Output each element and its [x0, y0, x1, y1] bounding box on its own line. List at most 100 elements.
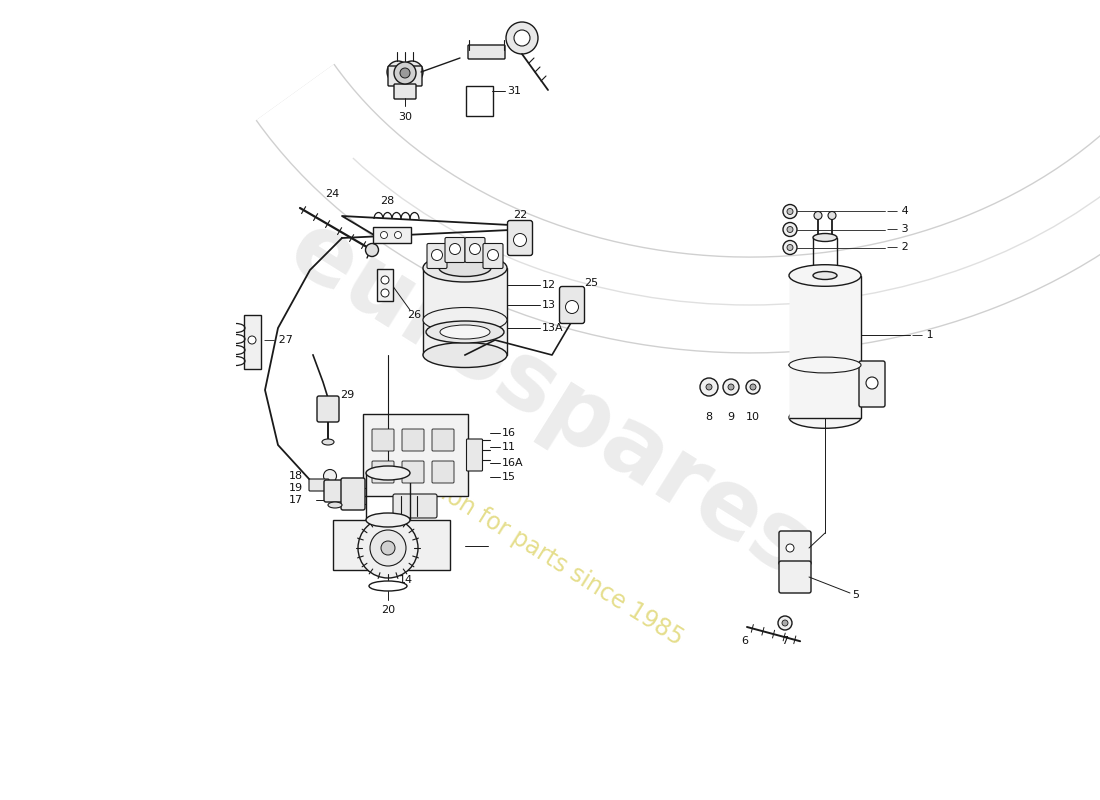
- FancyBboxPatch shape: [324, 480, 346, 502]
- Circle shape: [786, 209, 793, 214]
- Circle shape: [814, 211, 822, 219]
- FancyBboxPatch shape: [466, 439, 483, 471]
- Text: eurospares: eurospares: [273, 202, 827, 598]
- Text: 30: 30: [398, 112, 412, 122]
- Text: 6: 6: [741, 636, 748, 646]
- Circle shape: [506, 22, 538, 54]
- Circle shape: [400, 68, 410, 78]
- Text: 31: 31: [507, 86, 521, 96]
- Circle shape: [358, 518, 418, 578]
- Circle shape: [381, 289, 389, 297]
- Circle shape: [706, 384, 712, 390]
- Circle shape: [783, 241, 798, 254]
- Circle shape: [248, 336, 256, 344]
- Ellipse shape: [813, 234, 837, 242]
- Text: 15: 15: [502, 472, 516, 482]
- Circle shape: [786, 226, 793, 233]
- Text: 14: 14: [399, 575, 414, 585]
- Text: 24: 24: [324, 189, 339, 199]
- Circle shape: [700, 378, 718, 396]
- Circle shape: [370, 530, 406, 566]
- Circle shape: [487, 250, 498, 261]
- FancyBboxPatch shape: [468, 45, 505, 59]
- Circle shape: [394, 62, 416, 84]
- Text: — 27: — 27: [264, 335, 293, 345]
- Text: 13: 13: [542, 300, 556, 310]
- Circle shape: [431, 250, 442, 261]
- Text: 22: 22: [513, 210, 527, 220]
- Text: 20: 20: [381, 605, 395, 615]
- FancyBboxPatch shape: [402, 429, 424, 451]
- Ellipse shape: [424, 342, 507, 367]
- FancyBboxPatch shape: [465, 238, 485, 262]
- Text: — 4: — 4: [887, 206, 909, 217]
- Text: 18: 18: [289, 471, 302, 481]
- Text: 5: 5: [852, 590, 859, 600]
- Circle shape: [381, 541, 395, 555]
- Text: 16: 16: [502, 428, 516, 438]
- FancyBboxPatch shape: [388, 66, 422, 86]
- Text: 19: 19: [289, 483, 302, 493]
- Ellipse shape: [366, 466, 410, 480]
- Circle shape: [470, 243, 481, 254]
- FancyBboxPatch shape: [341, 478, 365, 510]
- Circle shape: [746, 380, 760, 394]
- Ellipse shape: [440, 325, 490, 339]
- Circle shape: [782, 620, 788, 626]
- Circle shape: [395, 231, 402, 238]
- Text: 12: 12: [542, 280, 557, 290]
- Circle shape: [866, 377, 878, 389]
- FancyBboxPatch shape: [402, 461, 424, 483]
- Text: 26: 26: [407, 310, 421, 320]
- Circle shape: [728, 384, 734, 390]
- FancyBboxPatch shape: [427, 243, 447, 269]
- Polygon shape: [424, 268, 507, 355]
- FancyBboxPatch shape: [309, 479, 329, 491]
- Circle shape: [514, 30, 530, 46]
- Text: — 3: — 3: [887, 225, 909, 234]
- Circle shape: [783, 222, 798, 237]
- Ellipse shape: [368, 581, 407, 591]
- FancyBboxPatch shape: [432, 461, 454, 483]
- Ellipse shape: [789, 265, 861, 286]
- FancyBboxPatch shape: [372, 429, 394, 451]
- Text: 28: 28: [379, 196, 394, 206]
- Text: — 2: — 2: [887, 242, 909, 253]
- Ellipse shape: [439, 259, 491, 277]
- Text: 29: 29: [340, 390, 354, 400]
- FancyBboxPatch shape: [244, 315, 261, 369]
- Circle shape: [750, 384, 756, 390]
- FancyBboxPatch shape: [317, 396, 339, 422]
- Circle shape: [828, 211, 836, 219]
- Circle shape: [786, 245, 793, 250]
- Text: 16A: 16A: [502, 458, 524, 468]
- Text: 8: 8: [705, 412, 713, 422]
- Circle shape: [565, 301, 579, 314]
- FancyBboxPatch shape: [507, 221, 532, 255]
- Text: 7: 7: [781, 636, 789, 646]
- Text: — 1: — 1: [912, 330, 934, 340]
- Circle shape: [381, 276, 389, 284]
- Ellipse shape: [387, 61, 409, 83]
- Text: 9: 9: [727, 412, 735, 422]
- Ellipse shape: [424, 307, 507, 333]
- Text: 10: 10: [746, 412, 760, 422]
- FancyBboxPatch shape: [483, 243, 503, 269]
- Circle shape: [381, 231, 387, 238]
- Ellipse shape: [328, 502, 342, 508]
- Circle shape: [778, 616, 792, 630]
- Ellipse shape: [322, 439, 334, 445]
- Circle shape: [365, 243, 378, 257]
- Ellipse shape: [813, 271, 837, 279]
- Polygon shape: [363, 414, 468, 496]
- Circle shape: [450, 243, 461, 254]
- FancyBboxPatch shape: [393, 494, 437, 518]
- Polygon shape: [333, 520, 450, 570]
- Polygon shape: [789, 275, 861, 418]
- FancyBboxPatch shape: [779, 561, 811, 593]
- Ellipse shape: [426, 321, 504, 343]
- Circle shape: [723, 379, 739, 395]
- FancyBboxPatch shape: [859, 361, 886, 407]
- Circle shape: [514, 234, 527, 246]
- FancyBboxPatch shape: [372, 461, 394, 483]
